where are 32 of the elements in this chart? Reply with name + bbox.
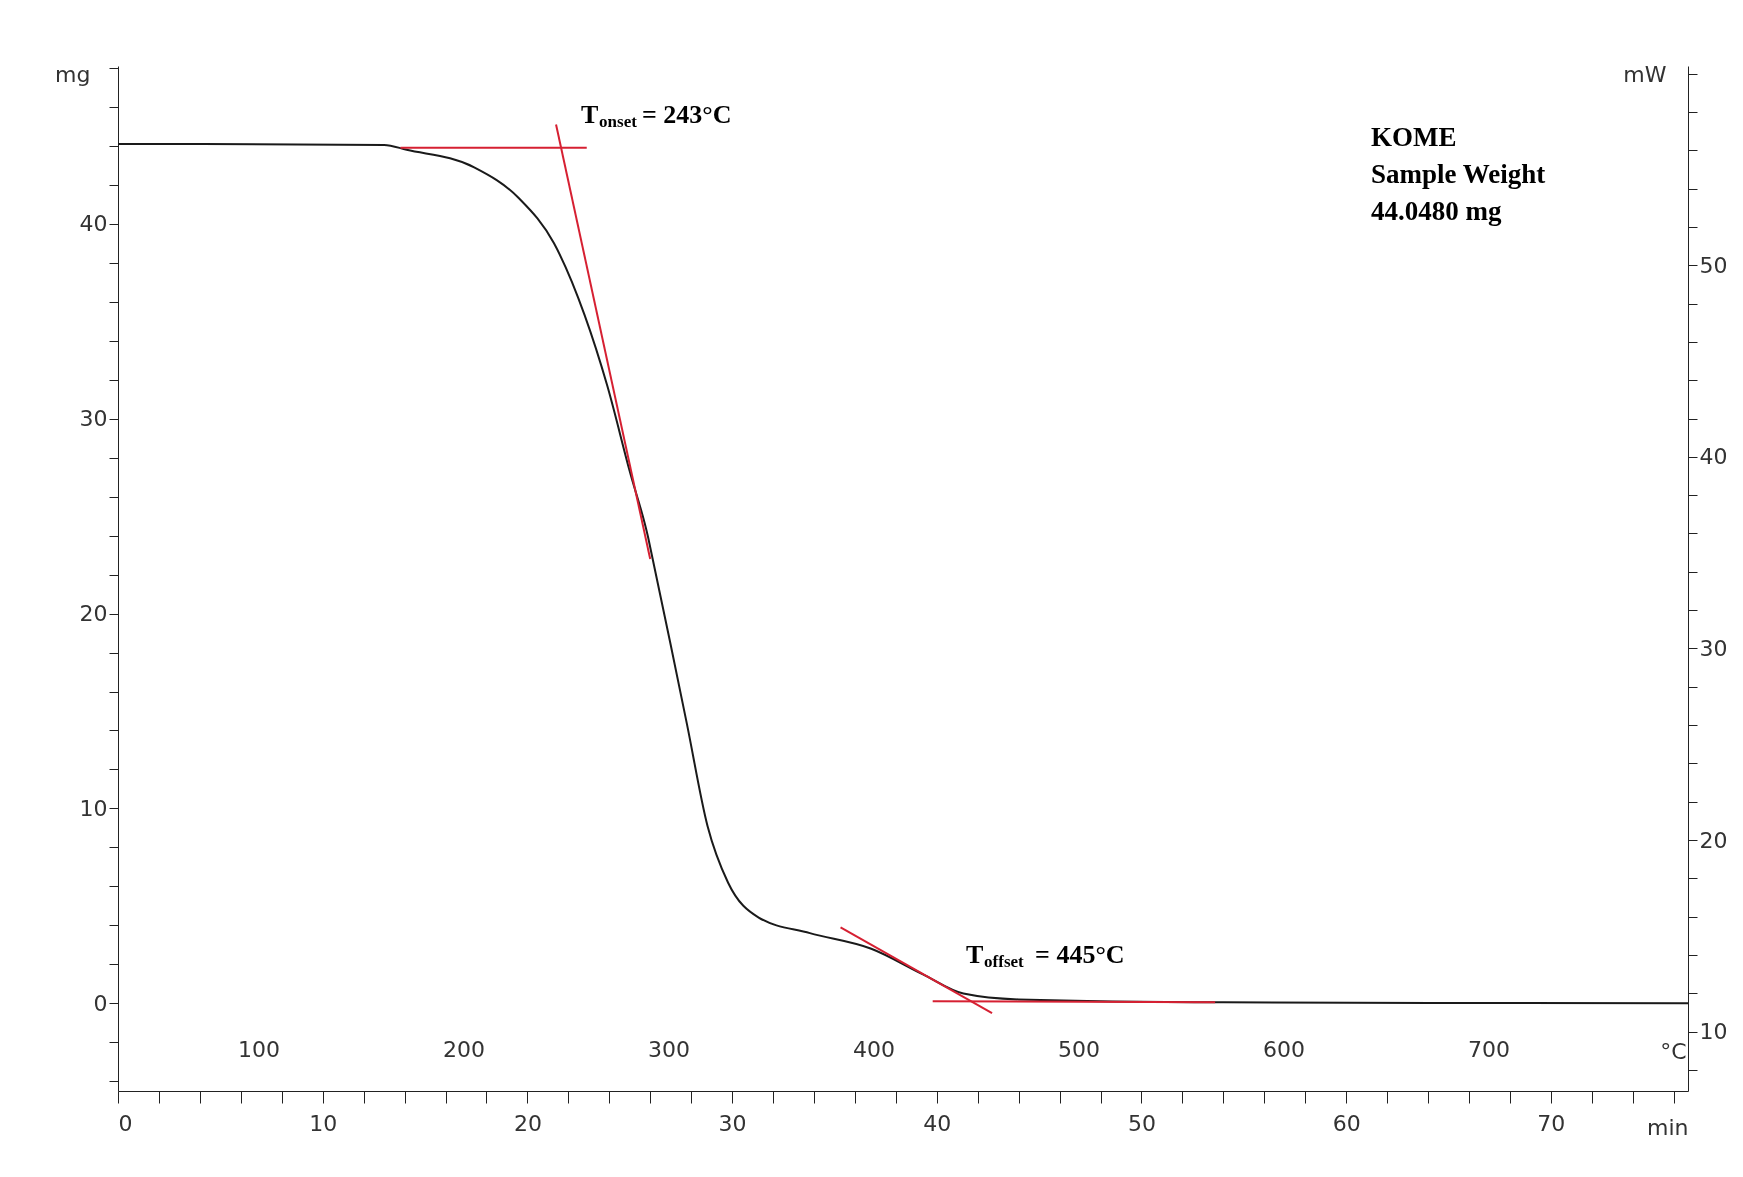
- y-tick-label: 30: [79, 406, 108, 432]
- y2-tick-label: 40: [1699, 444, 1728, 470]
- y-tick-label: 20: [79, 601, 108, 627]
- x2-tick-label: 500: [1058, 1036, 1101, 1062]
- x2-tick-label: 300: [648, 1036, 691, 1062]
- x2-axis-title: °C: [1660, 1038, 1687, 1064]
- x2-tick-label: 700: [1468, 1036, 1511, 1062]
- x-axis-title: min: [1647, 1114, 1689, 1140]
- y2-tick-label: 20: [1699, 827, 1728, 853]
- y-tick-label: 40: [79, 211, 108, 237]
- y2-tick-label: 30: [1699, 635, 1728, 661]
- y2-tick-label: 10: [1699, 1019, 1728, 1045]
- x2-tick-label: 100: [238, 1036, 281, 1062]
- x-tick-label: 20: [513, 1110, 542, 1136]
- x-tick-label: 0: [118, 1110, 133, 1136]
- x-tick-label: 10: [309, 1110, 338, 1136]
- y-axis-title: mg: [55, 61, 91, 87]
- annotation: 44.0480 mg: [1371, 196, 1502, 226]
- x2-tick-label: 200: [443, 1036, 486, 1062]
- x2-tick-label: 600: [1263, 1036, 1306, 1062]
- y2-axis-title: mW: [1623, 61, 1667, 87]
- y-tick-label: 10: [79, 795, 108, 821]
- y-tick-label: 0: [93, 990, 108, 1016]
- annotation: KOME: [1371, 122, 1457, 152]
- x-tick-label: 40: [923, 1110, 952, 1136]
- x-tick-label: 60: [1332, 1110, 1361, 1136]
- x-tick-label: 30: [718, 1110, 747, 1136]
- x-tick-label: 70: [1537, 1110, 1566, 1136]
- x2-tick-label: 400: [853, 1036, 896, 1062]
- y2-tick-label: 50: [1699, 252, 1728, 278]
- annotation: Sample Weight: [1371, 159, 1546, 189]
- x-tick-label: 50: [1127, 1110, 1156, 1136]
